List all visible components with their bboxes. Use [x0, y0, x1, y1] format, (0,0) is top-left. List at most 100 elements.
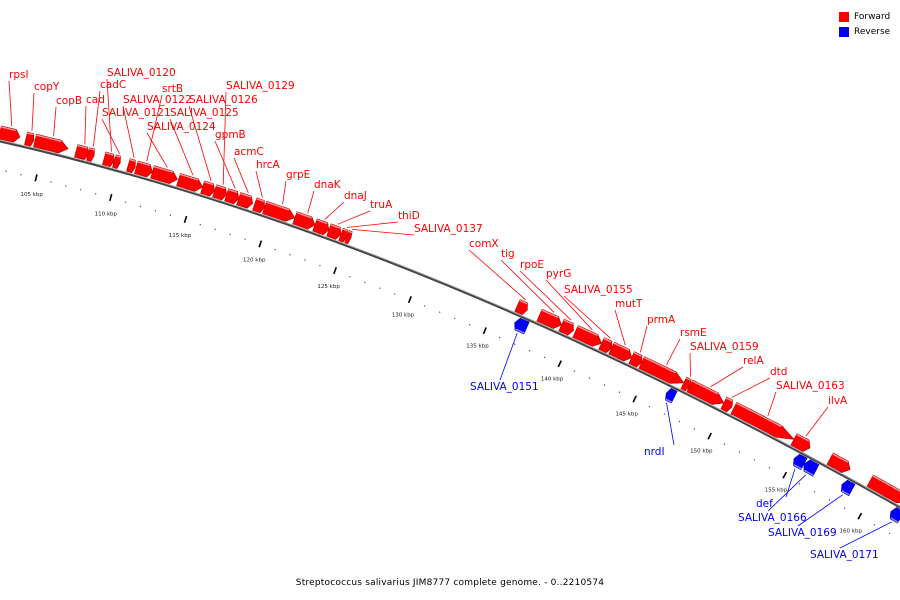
gene-connector [666, 402, 675, 446]
gene-connector [146, 132, 168, 168]
scale-tick [482, 327, 487, 335]
scale-dot [214, 228, 216, 231]
scale-tick [34, 174, 38, 182]
gene-label-SALIVA_0171: SALIVA_0171 [810, 549, 879, 561]
gene-SALIVA_0120 [102, 151, 115, 167]
gene-connector [519, 270, 572, 321]
scale-dot [304, 259, 306, 261]
gene-connector [337, 210, 371, 225]
gene-label-SALIVA_0120: SALIVA_0120 [107, 67, 176, 79]
gene-connector [8, 80, 13, 127]
gene-label-SALIVA_0121: SALIVA_0121 [102, 107, 171, 119]
scale-dot [80, 189, 82, 191]
scale-label: 135 kbp [466, 344, 489, 350]
gene-connector [797, 494, 844, 527]
gene-label-copY: copY [34, 81, 60, 93]
gene-label-copB: copB [56, 95, 82, 107]
gene-dnaK [292, 211, 316, 230]
gene-grpE [262, 200, 296, 222]
scale-dot [573, 370, 576, 372]
gene-connector [805, 406, 829, 437]
scale-dot [319, 264, 321, 267]
scale-dot [828, 499, 831, 501]
gene-connector [146, 94, 163, 162]
scale-dot [753, 459, 756, 461]
scale-dot [199, 223, 201, 226]
gene-connector [710, 366, 744, 388]
scale-dot [888, 532, 891, 535]
gene-label-SALIVA_0125: SALIVA_0125 [170, 107, 239, 119]
gene-label-cadC: cadC [100, 79, 126, 91]
legend-item-forward: Forward [839, 9, 890, 24]
gene-connector [169, 118, 194, 176]
gene-connector [563, 295, 611, 339]
gene-label-rpsI: rpsI [9, 69, 29, 81]
gene-label-SALIVA_0122: SALIVA_0122 [123, 94, 192, 106]
gene-connector [31, 92, 35, 132]
scale-dot [873, 524, 876, 526]
gene-label-comX: comX [469, 238, 499, 250]
scale-dot [364, 281, 366, 284]
gene-label-pyrG: pyrG [546, 268, 571, 280]
gene-connector [346, 221, 399, 228]
gene-connector [351, 228, 415, 236]
gene-connector [767, 391, 777, 417]
genome-backbone [0, 139, 900, 509]
scale-dot [648, 406, 651, 408]
scale-dot [693, 428, 696, 430]
scale-label: 110 kbp [95, 211, 118, 217]
scale-tick [557, 360, 562, 368]
scale-dot [139, 205, 142, 208]
scale-tick [407, 295, 412, 304]
gene-unlabeled-2 [866, 474, 900, 504]
gene-label-SALIVA_0151: SALIVA_0151 [470, 381, 539, 393]
gene-connector [324, 201, 345, 220]
gene-connector [689, 352, 691, 377]
scale-dot [5, 170, 7, 172]
scale-dot [498, 336, 501, 339]
gene-ilvA [790, 433, 811, 452]
gene-connector [188, 105, 212, 181]
gene-connector [255, 170, 263, 198]
gene-connector [92, 90, 101, 147]
legend-item-reverse: Reverse [839, 24, 890, 39]
gene-label-SALIVA_0137: SALIVA_0137 [414, 223, 483, 235]
legend-swatch-forward [839, 11, 849, 22]
scale-tick [183, 215, 188, 224]
scale-dot [289, 254, 291, 256]
legend: Forward Reverse [839, 9, 890, 39]
legend-label-reverse: Reverse [854, 26, 891, 37]
gene-connector [307, 190, 315, 214]
gene-label-dtd: dtd [770, 366, 787, 378]
gene-label-nrdI: nrdI [644, 446, 665, 458]
scale-dot [798, 482, 801, 485]
gene-connector [122, 105, 135, 158]
gene-connector [222, 91, 227, 185]
scale-dot [65, 185, 67, 187]
gene-label-SALIVA_0169: SALIVA_0169 [768, 527, 837, 539]
scale-dot [738, 451, 741, 453]
scale-dot [618, 391, 621, 393]
gene-label-relA: relA [743, 355, 764, 367]
gene-SALIVA_0124 [150, 165, 178, 185]
scale-dot [169, 214, 172, 217]
scale-dot [768, 466, 771, 469]
gene-connector [282, 180, 287, 205]
scale-dot [154, 210, 157, 212]
scale-dot [94, 193, 97, 195]
gene-connector [500, 259, 555, 313]
gene-label-gpmB: gpmB [215, 129, 246, 141]
scale-tick [782, 471, 788, 479]
gene-cadC [86, 147, 95, 162]
gene-hrcA [252, 197, 266, 214]
scale-label: 105 kbp [20, 192, 43, 198]
gene-label-grpE: grpE [286, 169, 310, 181]
legend-label-forward: Forward [854, 11, 891, 22]
gene-mutT [608, 341, 633, 362]
gene-connector [545, 279, 593, 330]
scale-label: 130 kbp [392, 313, 415, 319]
scale-dot [468, 323, 471, 326]
gene-connector [84, 105, 87, 145]
gene-connector [499, 333, 518, 381]
